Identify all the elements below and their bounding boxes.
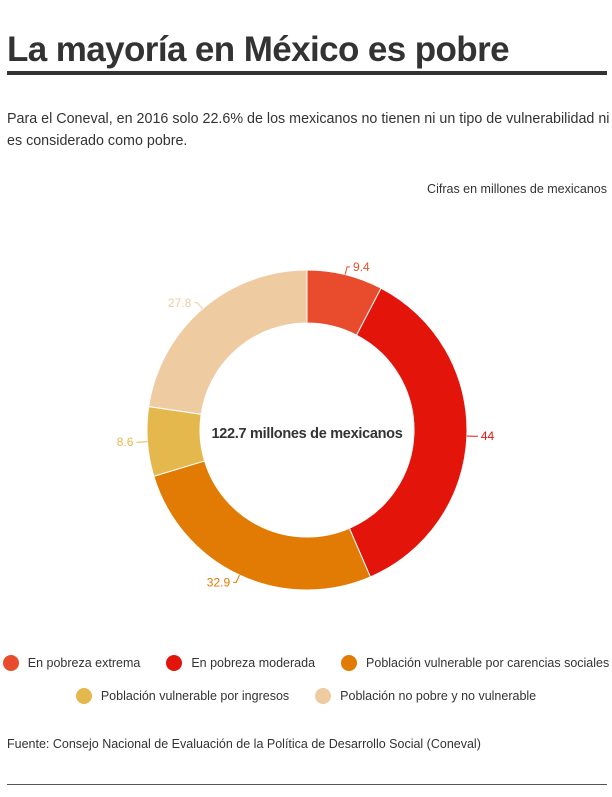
slice-value-label: 32.9 (207, 575, 231, 589)
donut-slice[interactable] (148, 269, 308, 415)
leader-line (233, 574, 240, 583)
legend-swatch-icon (75, 688, 92, 704)
slice-value-label: 9.4 (353, 260, 370, 274)
legend-row: En pobreza extrema En pobreza moderada P… (0, 652, 612, 674)
legend-item-pobreza-extrema[interactable]: En pobreza extrema (2, 655, 141, 671)
legend-label: En pobreza moderada (191, 656, 316, 670)
legend-label: Población vulnerable por ingresos (100, 689, 290, 703)
legend-item-vulnerable-carencias[interactable]: Población vulnerable por carencias socia… (341, 655, 609, 671)
legend-item-vulnerable-ingresos[interactable]: Población vulnerable por ingresos (75, 688, 290, 704)
leader-line (194, 302, 203, 310)
legend-label: Población vulnerable por carencias socia… (366, 656, 610, 670)
slice-value-label: 27.8 (168, 296, 192, 310)
legend-label: Población no pobre y no vulnerable (340, 689, 537, 703)
donut-slice[interactable] (348, 287, 468, 578)
legend-swatch-icon (166, 655, 183, 671)
legend-item-pobreza-moderada[interactable]: En pobreza moderada (166, 655, 315, 671)
slice-value-label: 44 (481, 429, 495, 443)
leader-line (136, 441, 148, 443)
donut-chart: 9.4 44 32.9 8.6 27.8 122.7 millones de mexic… (117, 260, 495, 591)
page-title: La mayoría en México es pobre (7, 30, 510, 69)
legend-item-no-pobre-no-vulnerable[interactable]: Población no pobre y no vulnerable (315, 688, 536, 704)
chart-legend: En pobreza extrema En pobreza moderada P… (0, 652, 612, 707)
donut-slices (146, 269, 468, 591)
source-note: Fuente: Consejo Nacional de Evaluación d… (7, 737, 481, 751)
legend-swatch-icon (341, 655, 358, 671)
title-divider (7, 71, 607, 75)
leader-line (344, 266, 351, 275)
legend-swatch-icon (2, 655, 19, 671)
bottom-divider (7, 784, 607, 785)
legend-swatch-icon (315, 688, 332, 704)
slice-value-label: 8.6 (117, 435, 134, 449)
data-labels: 9.4 44 32.9 8.6 27.8 (117, 260, 495, 589)
legend-row: Población vulnerable por ingresos Poblac… (0, 685, 612, 707)
donut-center-label: 122.7 millones de mexicanos (212, 426, 403, 442)
units-note: Cifras en millones de mexicanos (427, 182, 607, 196)
donut-slice[interactable] (153, 460, 372, 591)
chart-subtitle: Para el Coneval, en 2016 solo 22.6% de l… (7, 111, 610, 149)
legend-label: En pobreza extrema (27, 656, 141, 670)
